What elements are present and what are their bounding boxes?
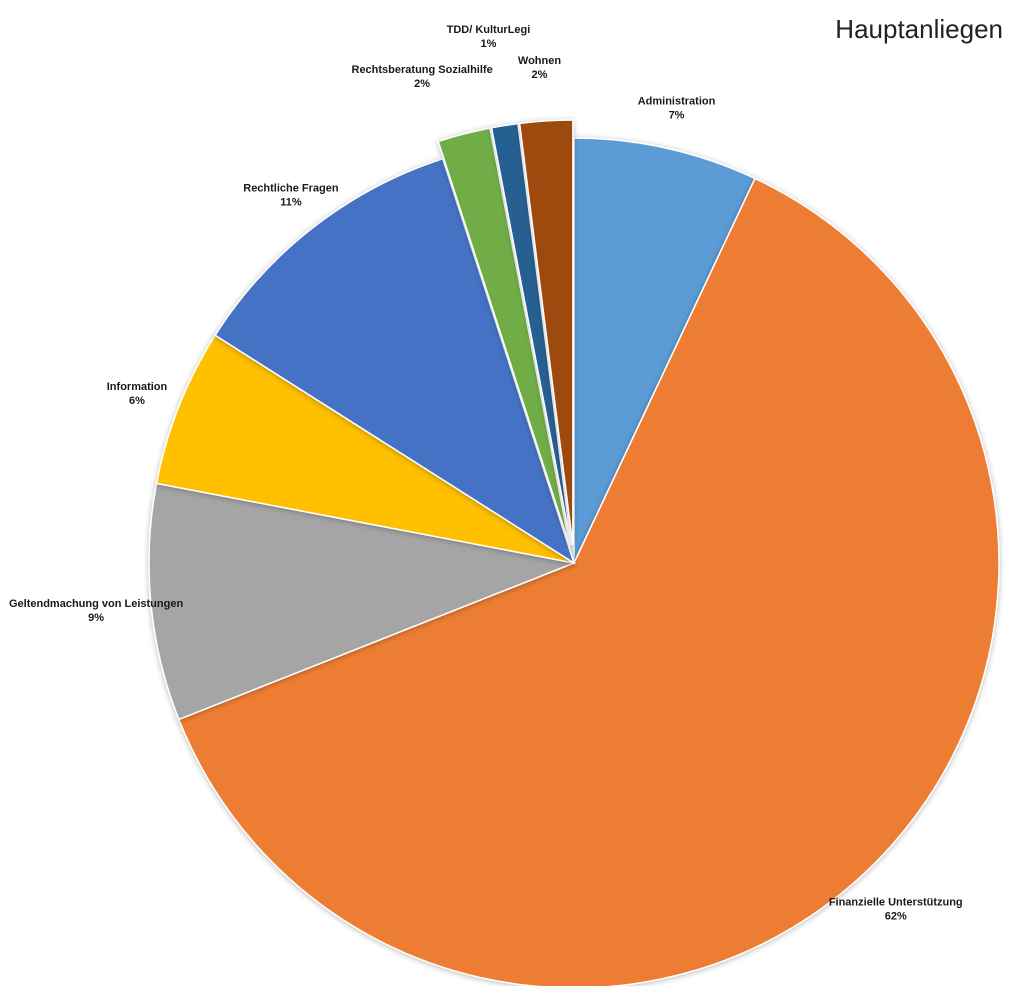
slice-value-label: 2% bbox=[414, 78, 430, 90]
slice-value-label: 1% bbox=[481, 38, 497, 50]
pie-slice-geltendmachung-von-leistungen bbox=[148, 482, 577, 721]
labels-layer: Administration 7% Finanzielle Unterstützun… bbox=[9, 24, 963, 923]
slice-value-label: 6% bbox=[129, 395, 145, 407]
slices-layer bbox=[148, 119, 1000, 989]
slice-label: Rechtliche Fragen bbox=[243, 183, 339, 195]
slice-label: Finanzielle Unterstützung bbox=[829, 897, 963, 909]
slice-label: Rechtsberatung Sozialhilfe bbox=[352, 64, 493, 76]
slice-value-label: 11% bbox=[280, 197, 302, 209]
data-label-rechtsberatung-sozialhilfe: Rechtsberatung Sozialhilfe 2% bbox=[352, 64, 493, 90]
slice-label: Wohnen bbox=[518, 55, 561, 67]
data-label-geltendmachung-von-leistungen: Geltendmachung von Leistungen 9% bbox=[9, 598, 183, 624]
pie-slice-rechtsberatung-sozialhilfe bbox=[437, 127, 571, 546]
slice-value-label: 7% bbox=[669, 109, 685, 121]
data-label-information: Information 6% bbox=[107, 381, 168, 407]
data-label-finanzielle-unterst-tzung: Finanzielle Unterstützung 62% bbox=[829, 897, 963, 923]
pie-slice-wohnen bbox=[518, 119, 574, 546]
slice-label: Administration bbox=[638, 95, 716, 107]
data-label-tdd-kulturlegi: TDD/ KulturLegi 1% bbox=[447, 24, 531, 50]
data-label-wohnen: Wohnen 2% bbox=[518, 55, 561, 81]
slice-label: Geltendmachung von Leistungen bbox=[9, 598, 183, 610]
data-label-rechtliche-fragen: Rechtliche Fragen 11% bbox=[243, 183, 339, 209]
data-label-administration: Administration 7% bbox=[638, 95, 716, 121]
pie-slice-administration bbox=[573, 137, 756, 564]
pie-slice-information bbox=[155, 334, 575, 564]
chart-title: Hauptanliegen bbox=[835, 14, 1003, 44]
pie-slice-finanzielle-unterst-tzung bbox=[177, 177, 1000, 989]
slice-label: TDD/ KulturLegi bbox=[447, 24, 531, 36]
slice-value-label: 62% bbox=[885, 911, 907, 923]
pie-slice-rechtliche-fragen bbox=[214, 157, 576, 565]
pie-slice-tdd-kulturlegi bbox=[490, 122, 572, 546]
slice-value-label: 2% bbox=[532, 69, 548, 81]
slice-label: Information bbox=[107, 381, 168, 393]
slice-value-label: 9% bbox=[88, 612, 104, 624]
